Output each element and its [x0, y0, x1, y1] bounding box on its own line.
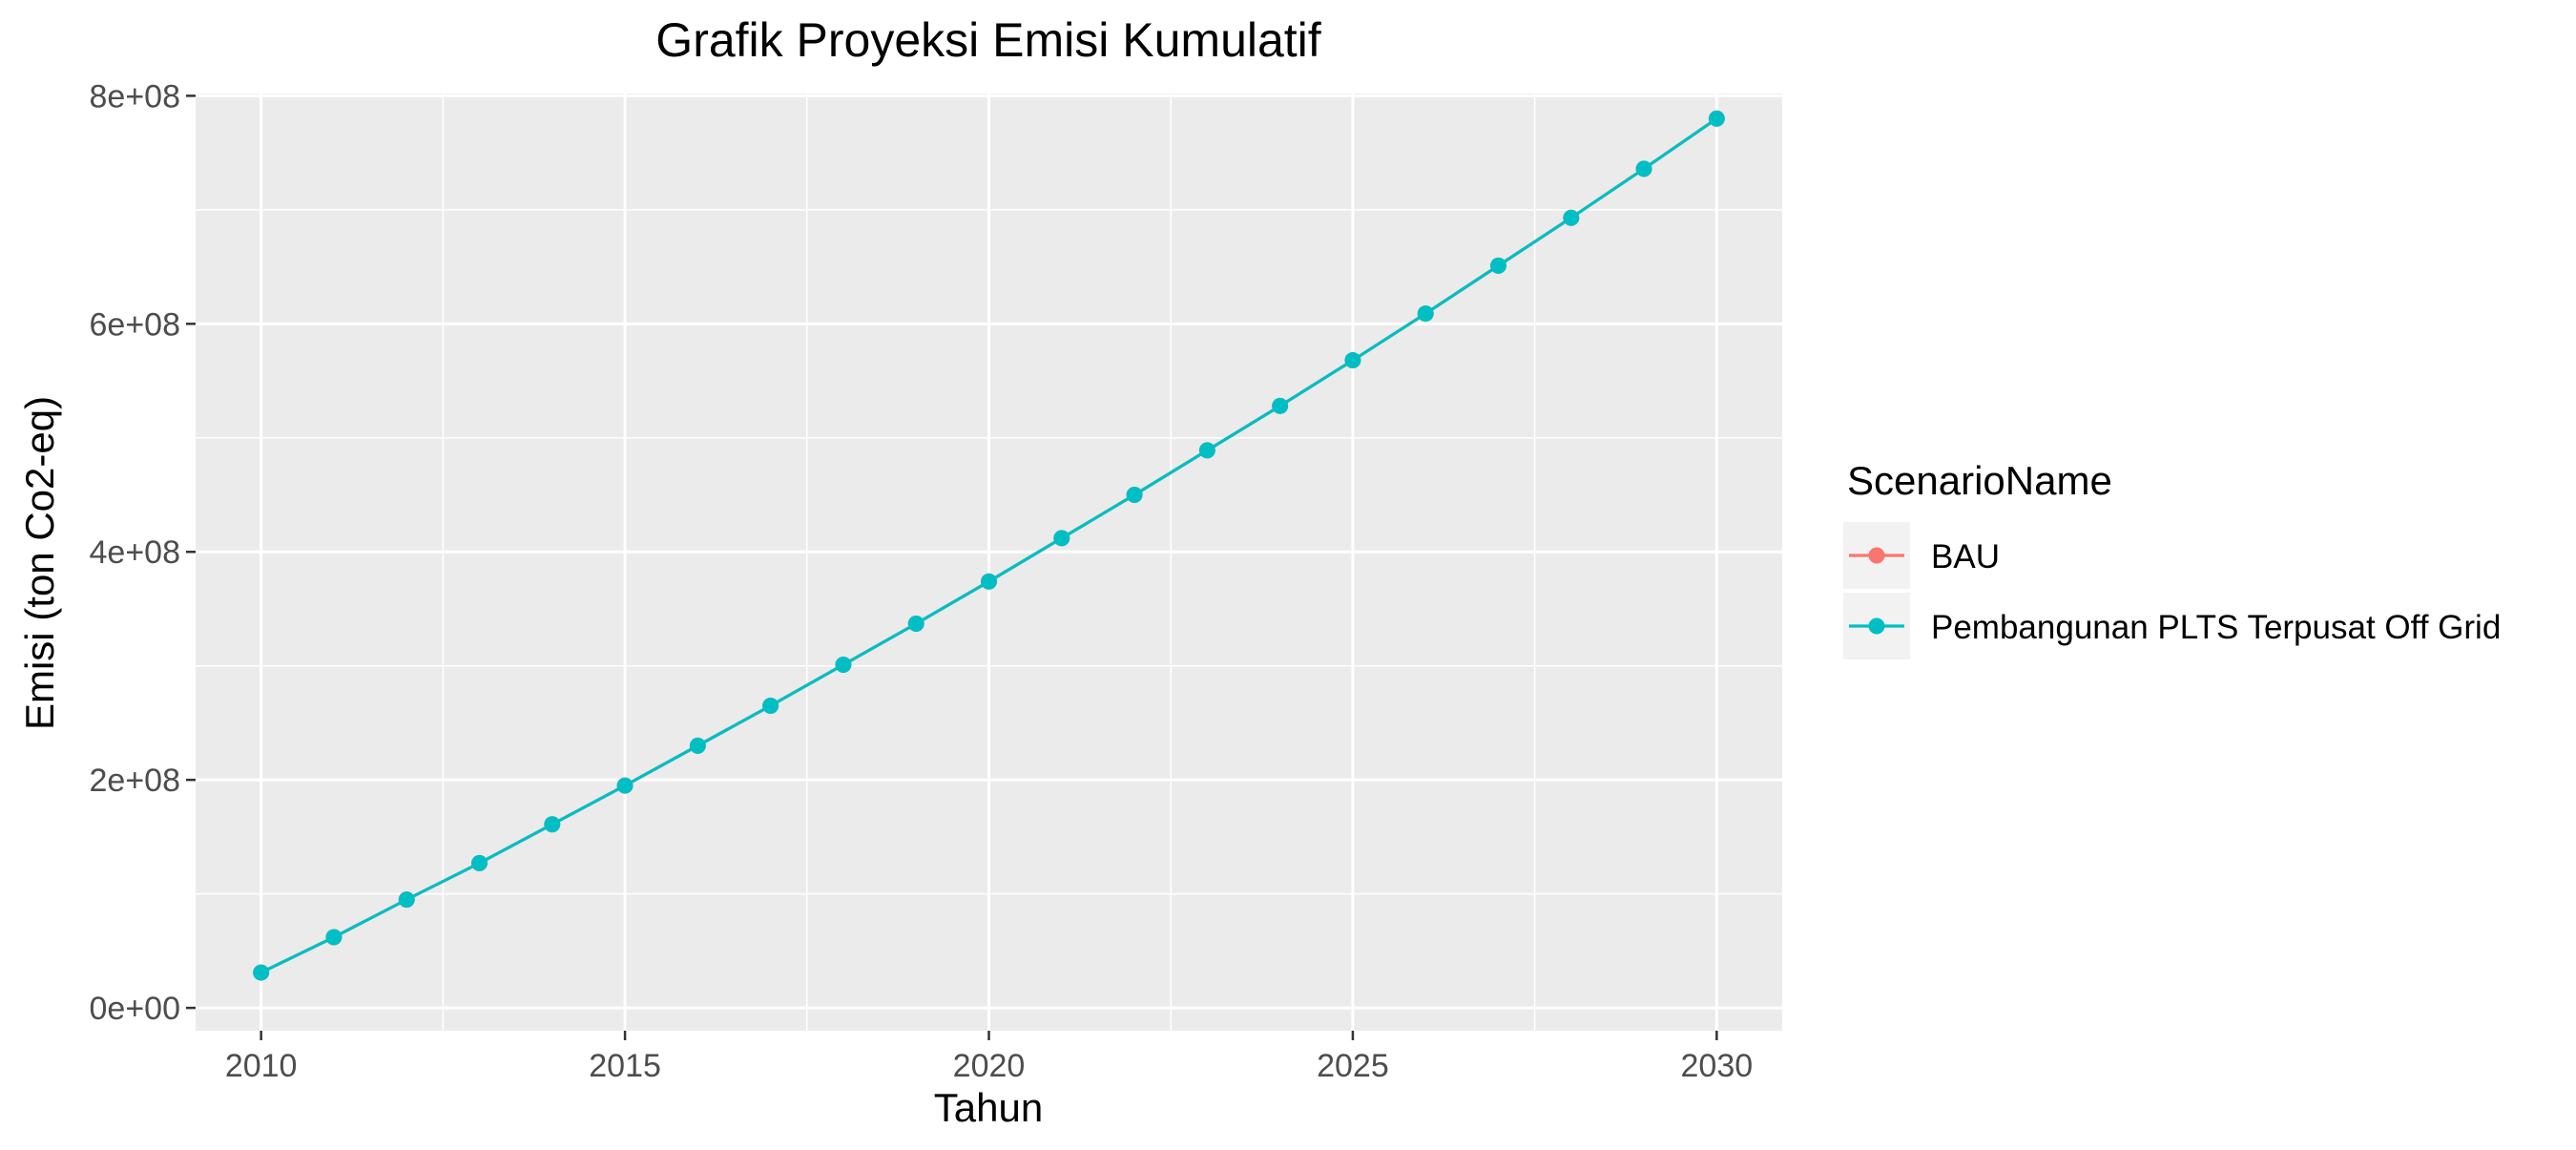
data-point	[835, 657, 852, 674]
legend-item: Pembangunan PLTS Terpusat Off Grid	[1843, 593, 2501, 659]
data-point	[1344, 352, 1361, 369]
data-point	[398, 891, 415, 909]
data-point	[253, 964, 270, 981]
data-point	[325, 929, 343, 946]
x-axis-label: Tahun	[934, 1085, 1043, 1130]
legend-items: BAU Pembangunan PLTS Terpusat Off Grid	[1843, 522, 2501, 659]
legend: ScenarioName BAU Pembangunan PLTS Terpusa…	[1843, 458, 2501, 659]
data-point	[544, 816, 561, 833]
x-tick-label: 2020	[953, 1048, 1026, 1084]
legend-key-point	[1868, 547, 1885, 564]
axes: 2010 2015 2020 2025 2030 0e+00 2e+08 4e+08 6e+08…	[90, 78, 1754, 1084]
data-point	[689, 737, 706, 754]
y-tick-label: 8e+08	[90, 78, 181, 115]
x-tick-label: 2030	[1681, 1048, 1754, 1084]
data-point	[1126, 487, 1143, 504]
y-axis-label: Emisi (ton Co2-eq)	[17, 396, 62, 730]
data-point	[981, 573, 997, 590]
y-tick-label: 4e+08	[90, 534, 181, 571]
legend-key-point	[1868, 617, 1885, 635]
grid-lines	[196, 94, 1782, 1031]
y-tick-label: 0e+00	[90, 991, 181, 1027]
y-tick-label: 6e+08	[90, 306, 181, 343]
data-point	[1635, 160, 1652, 178]
x-tick-label: 2015	[589, 1048, 661, 1084]
x-tick-label: 2010	[225, 1048, 298, 1084]
y-tick-label: 2e+08	[90, 763, 181, 799]
legend-label: Pembangunan PLTS Terpusat Off Grid	[1931, 609, 2501, 646]
data-point	[1198, 442, 1215, 459]
data-point	[1053, 530, 1070, 547]
data-point	[1489, 257, 1506, 274]
chart-title: Grafik Proyeksi Emisi Kumulatif	[655, 13, 1320, 67]
legend-label: BAU	[1931, 538, 2000, 575]
legend-item: BAU	[1843, 522, 2000, 589]
data-point	[616, 777, 634, 794]
data-point	[1563, 209, 1580, 226]
data-series	[253, 110, 1725, 981]
data-point	[1417, 305, 1434, 323]
data-point	[1708, 110, 1725, 127]
data-point	[907, 616, 924, 633]
x-tick-label: 2025	[1317, 1048, 1389, 1084]
data-point	[762, 698, 779, 715]
series-2	[253, 110, 1725, 981]
legend-title: ScenarioName	[1847, 458, 2112, 503]
data-point	[471, 854, 488, 871]
data-point	[1272, 397, 1289, 414]
